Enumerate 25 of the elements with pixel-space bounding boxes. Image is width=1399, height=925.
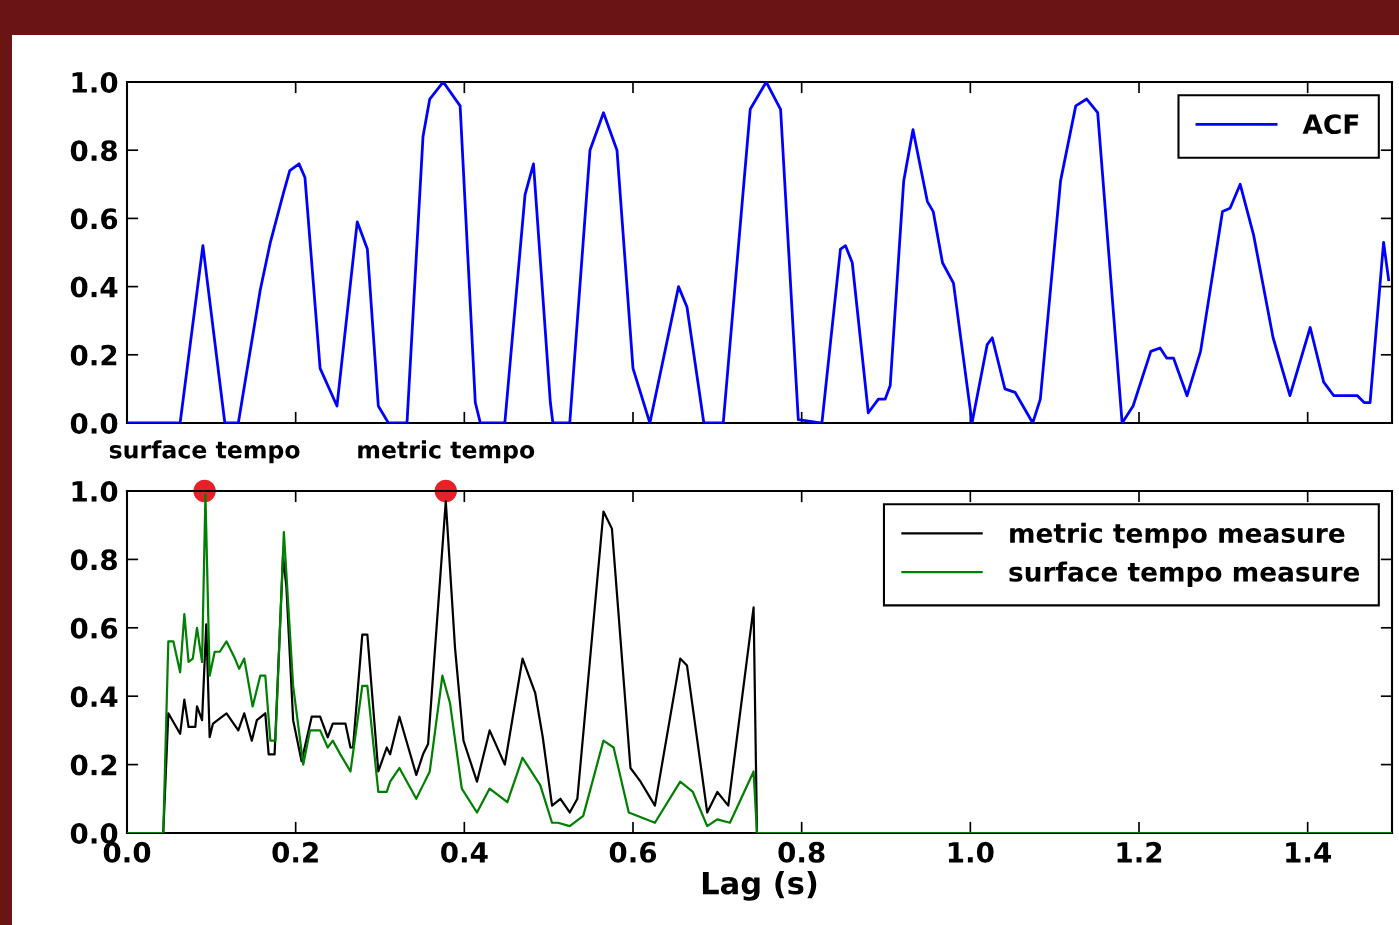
x-tick-label: 1.0: [948, 841, 994, 863]
y-tick-label: 0.8: [70, 549, 117, 571]
line-series: [127, 82, 1391, 423]
x-tick-label: 0.8: [778, 841, 825, 863]
x-axis-title: Lag (s): [702, 870, 817, 901]
y-tick-label: 0.0: [70, 412, 118, 434]
annotation: surface tempo: [109, 440, 300, 464]
y-tick-label: 1.0: [72, 480, 118, 502]
x-tick-label: 0.6: [609, 841, 657, 863]
y-tick-label: 0.8: [70, 140, 117, 162]
y-tick-label: 0.4: [70, 276, 118, 298]
y-tick-label: 0.6: [70, 617, 118, 639]
legend-label: surface tempo measure: [1009, 561, 1360, 587]
y-tick-label: 1.0: [72, 71, 118, 93]
y-tick-label: 0.2: [70, 344, 117, 366]
x-tick-label: 1.2: [1117, 841, 1162, 863]
legend-label: metric tempo measure: [1010, 522, 1345, 549]
y-tick-label: 0.4: [70, 686, 118, 708]
y-tick-label: 0.2: [70, 754, 117, 776]
legend-label: ACF: [1302, 114, 1359, 135]
annotation: metric tempo: [358, 440, 535, 464]
x-tick-label: 1.4: [1286, 842, 1331, 863]
y-tick-label: 0.6: [70, 208, 118, 230]
x-tick-label: 0.4: [441, 841, 488, 863]
x-tick-label: 0.2: [272, 841, 318, 863]
